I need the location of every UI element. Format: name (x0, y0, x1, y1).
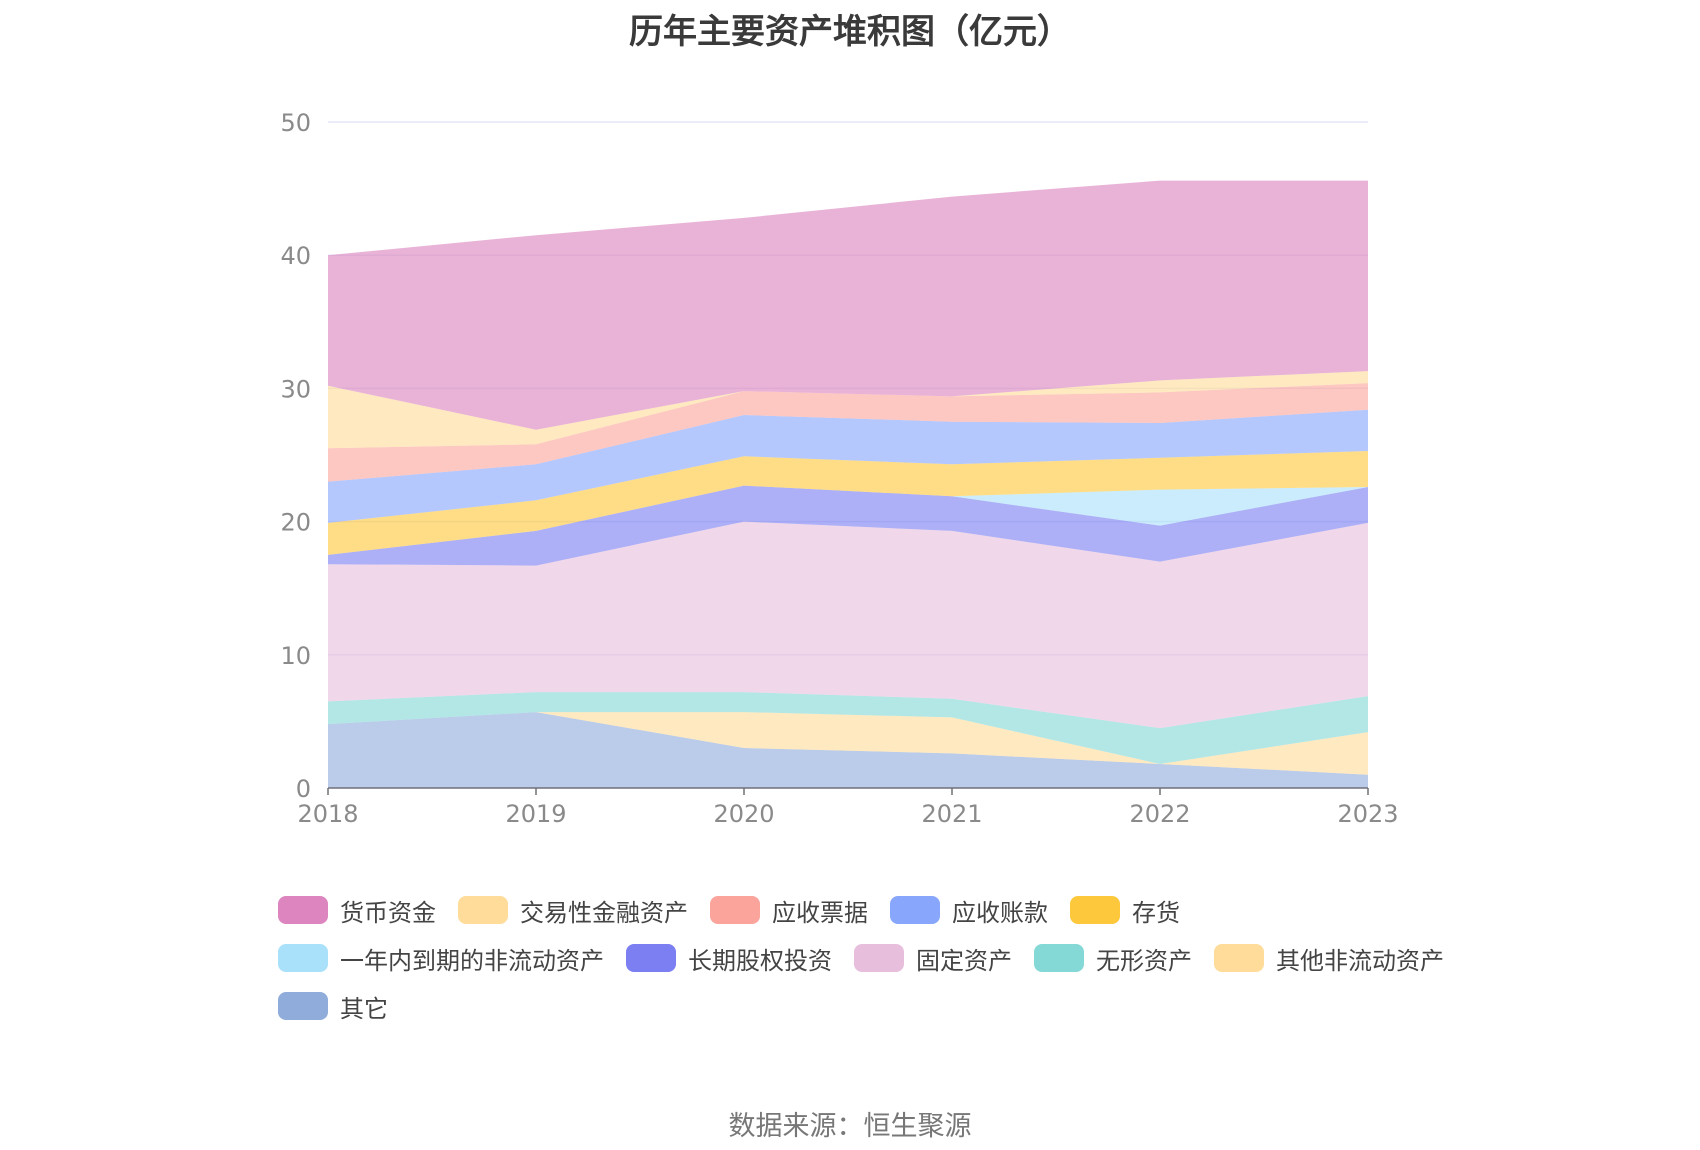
legend-item[interactable]: 一年内到期的非流动资产 (278, 943, 604, 975)
axis-layer: 0 10 20 30 40 50 2018 2019 2020 2021 2022 2023 (280, 109, 1398, 828)
y-tick-label: 30 (280, 375, 311, 403)
area-series-6[interactable] (328, 451, 1368, 555)
y-tick-label: 40 (280, 242, 311, 270)
area-series-3[interactable] (328, 521, 1368, 729)
area-layer (328, 180, 1368, 788)
legend-swatch (278, 896, 328, 924)
area-series-4[interactable] (328, 485, 1368, 566)
legend-label: 存货 (1132, 898, 1180, 927)
legend-swatch (278, 992, 328, 1020)
legend-swatch (854, 944, 904, 972)
y-tick-label: 0 (296, 775, 311, 803)
legend-item[interactable]: 固定资产 (854, 943, 1012, 975)
area-series-8[interactable] (328, 383, 1368, 482)
legend-item[interactable]: 其他非流动资产 (1214, 943, 1444, 975)
legend-item[interactable]: 货币资金 (278, 895, 436, 927)
legend-label: 其它 (340, 994, 388, 1023)
legend-label: 无形资产 (1096, 946, 1192, 975)
area-series-7[interactable] (328, 409, 1368, 523)
area-series-10[interactable] (328, 180, 1368, 430)
legend-item[interactable]: 其它 (278, 991, 388, 1023)
chart-title: 历年主要资产堆积图（亿元） (629, 12, 1071, 52)
data-source: 数据来源：恒生聚源 (728, 1111, 972, 1142)
legend-item[interactable]: 应收票据 (710, 895, 868, 927)
legend-swatch (890, 896, 940, 924)
legend-swatch (458, 896, 508, 924)
x-tick-label: 2019 (505, 800, 566, 828)
legend-item[interactable]: 应收账款 (890, 895, 1048, 927)
legend-swatch (1070, 896, 1120, 924)
legend-label: 其他非流动资产 (1276, 946, 1444, 975)
area-series-1[interactable] (328, 712, 1368, 775)
legend-swatch (710, 896, 760, 924)
y-tick-label: 50 (280, 109, 311, 137)
x-tick-label: 2023 (1337, 800, 1398, 828)
legend-item[interactable]: 无形资产 (1034, 943, 1192, 975)
legend-label: 长期股权投资 (688, 946, 832, 975)
x-tick-label: 2018 (297, 800, 358, 828)
legend-label: 交易性金融资产 (520, 898, 688, 927)
legend-item[interactable]: 交易性金融资产 (458, 895, 688, 927)
y-tick-label: 10 (280, 642, 311, 670)
legend-label: 应收票据 (772, 898, 868, 927)
legend-swatch (626, 944, 676, 972)
legend-label: 固定资产 (916, 946, 1012, 975)
area-series-9[interactable] (328, 371, 1368, 449)
legend: 货币资金 交易性金融资产 应收票据 应收账款 存货一年内到期的非流动资产 长期股权投资 固定… (278, 895, 1478, 1023)
legend-item[interactable]: 存货 (1070, 895, 1180, 927)
y-tick-label: 20 (280, 509, 311, 537)
legend-label: 一年内到期的非流动资产 (340, 946, 604, 975)
area-series-0[interactable] (328, 712, 1368, 788)
legend-label: 货币资金 (340, 898, 436, 927)
x-tick-label: 2022 (1129, 800, 1190, 828)
legend-swatch (1214, 944, 1264, 972)
x-tick-label: 2021 (921, 800, 982, 828)
area-series-5[interactable] (328, 485, 1368, 555)
area-series-2[interactable] (328, 692, 1368, 764)
legend-label: 应收账款 (952, 898, 1048, 927)
legend-swatch (1034, 944, 1084, 972)
x-tick-label: 2020 (713, 800, 774, 828)
legend-item[interactable]: 长期股权投资 (626, 943, 832, 975)
legend-swatch (278, 944, 328, 972)
